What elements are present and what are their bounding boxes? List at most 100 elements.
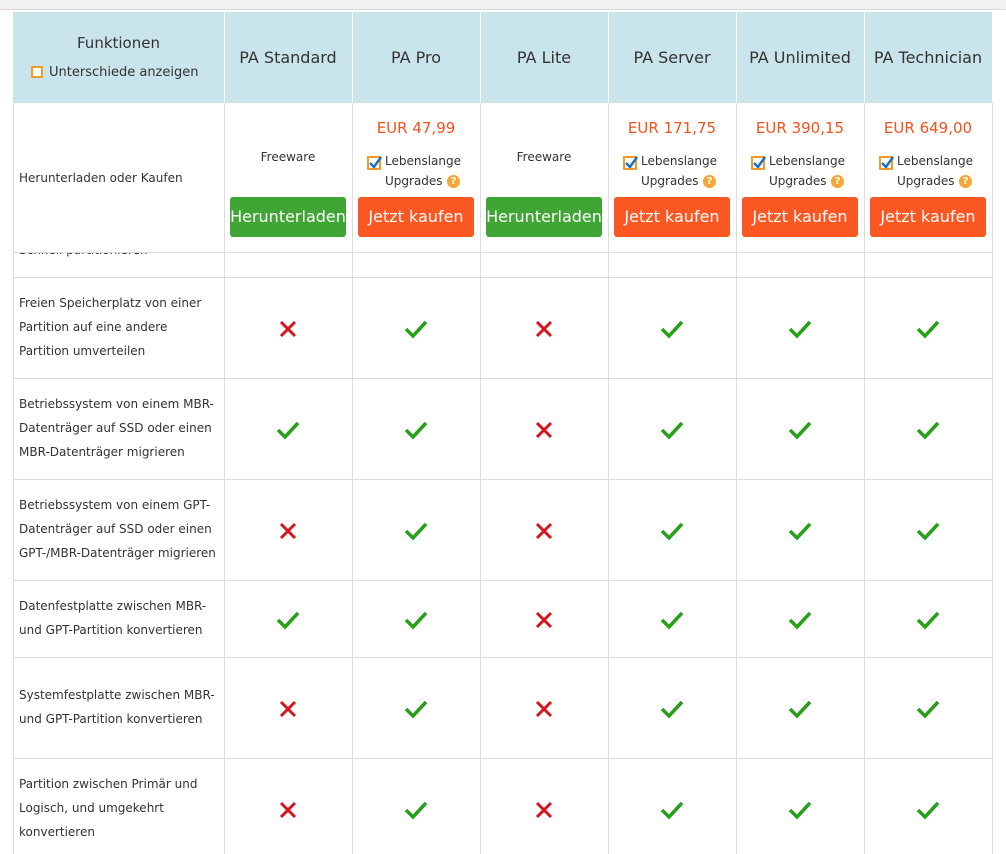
check-icon [404, 520, 428, 542]
partial-row-text: Schnell partitionieren [19, 253, 148, 257]
feature-text: Partition auf eine andere [19, 319, 168, 334]
price: EUR 390,15 [755, 119, 845, 137]
column-divider [992, 103, 993, 854]
checkmark [881, 156, 894, 169]
purchase-row [13, 103, 992, 253]
checkmark [625, 156, 638, 169]
feature-text: Datenfestplatte zwischen MBR- [19, 598, 207, 613]
action-button[interactable]: Jetzt kaufen [870, 197, 986, 237]
check-icon [404, 799, 428, 821]
feature-text: Datenträger auf SSD oder einen [19, 420, 212, 435]
check-icon [916, 318, 940, 340]
feature-text: Datenträger auf SSD oder einen [19, 521, 212, 536]
upgrade-checkbox[interactable] [751, 156, 766, 170]
product-name: PA Standard [239, 48, 337, 67]
header-row [13, 12, 992, 103]
product-name: PA Technician [873, 48, 983, 67]
feature-text: Partition zwischen Primär und [19, 776, 198, 791]
cross-icon [276, 318, 300, 340]
action-button[interactable]: Jetzt kaufen [742, 197, 858, 237]
upgrade-checkbox[interactable] [623, 156, 638, 170]
check-icon [660, 799, 684, 821]
checkmark [369, 156, 382, 169]
action-button[interactable]: Herunterladen [230, 197, 346, 237]
column-divider [352, 103, 353, 854]
cross-icon [532, 609, 556, 631]
column-divider [480, 103, 481, 854]
check-icon [788, 799, 812, 821]
price: EUR 649,00 [883, 119, 973, 137]
toggle-label: Unterschiede anzeigen [49, 65, 199, 80]
check-icon [276, 419, 300, 441]
header-divider [736, 12, 737, 103]
check-icon [660, 419, 684, 441]
upgrade-label: Upgrades [769, 174, 827, 188]
cross-icon [532, 799, 556, 821]
feature-text: Betriebssystem von einem MBR- [19, 396, 214, 411]
column-divider [224, 103, 225, 854]
cross-icon [532, 419, 556, 441]
feature-row [13, 759, 992, 854]
feature-text: GPT-/MBR-Datenträger migrieren [19, 545, 216, 560]
header-divider [480, 12, 481, 103]
cross-icon [532, 698, 556, 720]
header-divider [608, 12, 609, 103]
upgrade-label: Lebenslange [385, 154, 462, 168]
feature-row [13, 480, 992, 581]
upgrade-checkbox[interactable] [879, 156, 894, 170]
upgrade-label: Lebenslange [641, 154, 718, 168]
product-name: PA Pro [390, 48, 442, 67]
price: EUR 171,75 [627, 119, 717, 137]
upgrade-checkbox[interactable] [367, 156, 382, 170]
cross-icon [276, 520, 300, 542]
feature-text: Freien Speicherplatz von einer [19, 295, 202, 310]
note: Freeware [260, 150, 316, 164]
product-name: PA Server [633, 48, 711, 67]
toggle-checkbox[interactable] [31, 66, 43, 78]
cross-icon [276, 799, 300, 821]
check-icon [788, 698, 812, 720]
action-button[interactable]: Jetzt kaufen [358, 197, 474, 237]
cross-icon [276, 698, 300, 720]
upgrade-label: Upgrades [897, 174, 955, 188]
check-icon [788, 520, 812, 542]
purchase-label: Herunterladen oder Kaufen [19, 171, 183, 185]
header-divider [864, 12, 865, 103]
action-button[interactable]: Jetzt kaufen [614, 197, 730, 237]
partial-row: Schnell partitionieren [13, 253, 992, 278]
note: Freeware [516, 150, 572, 164]
help-icon[interactable]: ? [447, 175, 460, 188]
help-icon[interactable]: ? [959, 175, 972, 188]
check-icon [404, 609, 428, 631]
column-divider [736, 103, 737, 854]
check-icon [788, 318, 812, 340]
feature-row [13, 581, 992, 658]
feature-text: Systemfestplatte zwischen MBR- [19, 687, 215, 702]
header-title: Funktionen [77, 34, 160, 52]
check-icon [788, 609, 812, 631]
header-divider [352, 12, 353, 103]
check-icon [916, 419, 940, 441]
upgrade-label: Upgrades [641, 174, 699, 188]
upgrade-label: Lebenslange [769, 154, 846, 168]
check-icon [404, 419, 428, 441]
check-icon [916, 698, 940, 720]
check-icon [404, 318, 428, 340]
help-icon[interactable]: ? [831, 175, 844, 188]
top-bar [0, 0, 1006, 10]
action-button[interactable]: Herunterladen [486, 197, 602, 237]
help-icon[interactable]: ? [703, 175, 716, 188]
cross-icon [532, 520, 556, 542]
feature-row [13, 278, 992, 379]
upgrade-label: Lebenslange [897, 154, 974, 168]
product-name: PA Unlimited [749, 48, 851, 67]
check-icon [276, 609, 300, 631]
price: EUR 47,99 [376, 119, 456, 137]
feature-text: und GPT-Partition konvertieren [19, 622, 203, 637]
upgrade-label: Upgrades [385, 174, 443, 188]
column-divider [864, 103, 865, 854]
feature-text: konvertieren [19, 824, 95, 839]
checkmark [753, 156, 766, 169]
